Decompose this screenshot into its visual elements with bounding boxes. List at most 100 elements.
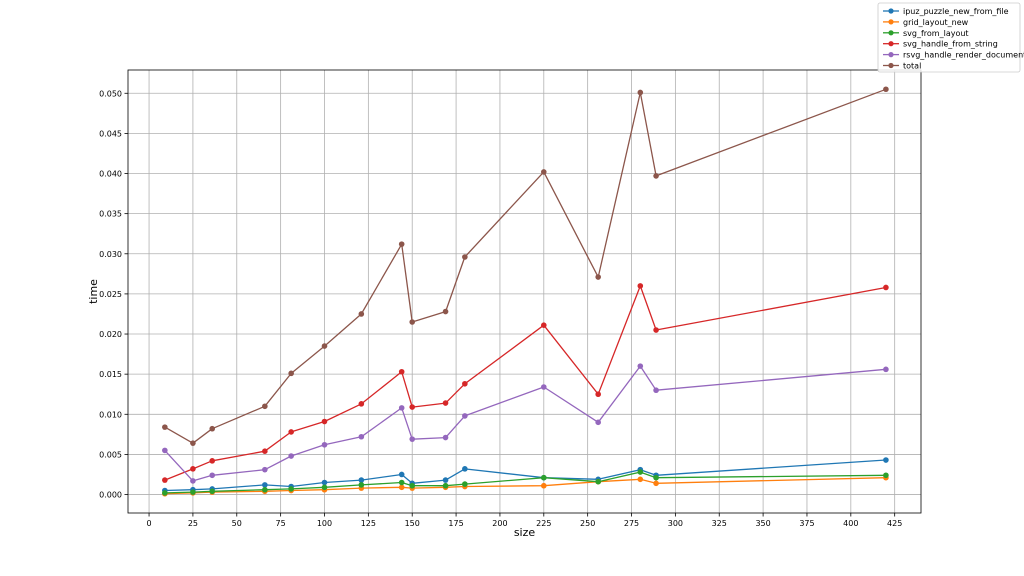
data-point <box>637 283 644 289</box>
series-line <box>164 459 886 492</box>
data-point <box>883 457 889 463</box>
data-point <box>358 433 365 440</box>
data-point <box>595 274 601 280</box>
data-point <box>540 384 547 390</box>
data-point <box>442 400 449 406</box>
data-point <box>442 482 449 489</box>
legend-marker <box>888 8 894 14</box>
legend: ipuz_puzzle_new_from_file grid_layout_new… <box>877 2 1024 73</box>
series-rsvg_handle_render_document <box>162 363 889 484</box>
data-point <box>288 370 294 377</box>
data-point <box>398 241 405 247</box>
y-tick-label: 0.000 <box>99 491 122 500</box>
x-axis-ticks: 0 25 50 75 100 125 150 175 200 225 250 275 300 325 350… <box>147 513 902 528</box>
data-point <box>409 436 416 442</box>
data-point <box>462 380 468 387</box>
data-point <box>190 440 196 446</box>
data-point <box>262 486 268 493</box>
series-line <box>164 285 887 481</box>
y-tick-label: 0.040 <box>99 170 122 179</box>
data-point <box>262 466 268 473</box>
legend-label: rsvg_handle_render_document <box>903 51 1024 60</box>
data-point <box>398 368 405 375</box>
data-point <box>883 472 889 479</box>
data-point <box>462 466 468 472</box>
data-point <box>358 401 365 407</box>
data-point <box>321 479 328 486</box>
data-point <box>162 447 168 454</box>
plot-area-background <box>128 70 921 513</box>
y-axis-ticks: 0.000 0.005 0.010 0.015 0.020 0.025 0.030 0.035… <box>99 89 128 500</box>
data-point <box>409 404 416 410</box>
data-point <box>442 434 449 441</box>
x-tick-label: 250 <box>580 519 595 528</box>
data-point <box>209 488 216 495</box>
data-point <box>540 169 547 175</box>
data-point <box>262 482 268 488</box>
data-point <box>190 489 196 495</box>
data-point <box>462 481 468 487</box>
x-tick-label: 75 <box>276 519 286 528</box>
y-tick-label: 0.015 <box>99 370 122 379</box>
data-point <box>883 86 889 93</box>
data-point <box>209 472 216 479</box>
data-point <box>162 490 168 496</box>
data-point <box>398 484 405 491</box>
data-point <box>398 479 405 486</box>
series-line <box>164 88 887 444</box>
y-tick-label: 0.045 <box>99 129 122 138</box>
data-point <box>595 391 601 398</box>
data-point <box>653 474 659 481</box>
data-point <box>321 343 328 349</box>
legend-marker <box>888 52 894 58</box>
data-point <box>288 486 294 492</box>
data-point <box>653 480 659 487</box>
data-point <box>262 448 268 455</box>
data-point <box>321 441 328 448</box>
data-point <box>637 476 644 483</box>
y-tick-label: 0.025 <box>99 290 122 299</box>
legend-label: grid_layout_new <box>903 18 969 27</box>
legend-label: svg_from_layout <box>903 29 969 38</box>
series-svg_handle_from_string <box>162 283 889 483</box>
series-line <box>164 365 886 482</box>
data-point <box>262 403 268 410</box>
x-tick-label: 0 <box>147 519 152 528</box>
legend-marker <box>888 62 894 69</box>
data-point <box>358 311 365 317</box>
legend-item: rsvg_handle_render_document <box>883 51 1024 60</box>
data-point <box>288 429 294 435</box>
data-point <box>321 418 328 425</box>
data-point <box>595 419 601 426</box>
legend-box <box>877 2 1021 73</box>
data-point <box>540 474 547 481</box>
x-tick-label: 275 <box>624 519 639 528</box>
x-tick-label: 325 <box>712 519 727 528</box>
y-axis-label: time <box>87 279 100 304</box>
x-axis-label: size <box>514 526 536 539</box>
y-tick-label: 0.020 <box>99 330 122 339</box>
y-tick-label: 0.010 <box>99 410 122 419</box>
legend-marker <box>888 41 894 47</box>
data-point <box>637 363 644 369</box>
y-tick-label: 0.005 <box>99 450 122 459</box>
data-point <box>653 173 659 179</box>
legend-marker <box>888 30 894 36</box>
x-tick-label: 25 <box>188 519 198 528</box>
x-tick-label: 300 <box>668 519 683 528</box>
series-total <box>162 86 889 446</box>
legend-item: ipuz_puzzle_new_from_file <box>883 7 1009 16</box>
data-point <box>637 469 644 475</box>
data-point <box>398 405 405 411</box>
series-line <box>164 477 886 495</box>
x-tick-label: 200 <box>492 519 507 528</box>
data-point <box>358 482 365 488</box>
data-point <box>190 466 196 472</box>
data-point <box>190 478 196 484</box>
data-point <box>442 477 449 483</box>
x-tick-label: 175 <box>448 519 463 528</box>
data-point <box>209 458 216 464</box>
y-tick-label: 0.035 <box>99 210 122 219</box>
data-point <box>288 453 294 459</box>
